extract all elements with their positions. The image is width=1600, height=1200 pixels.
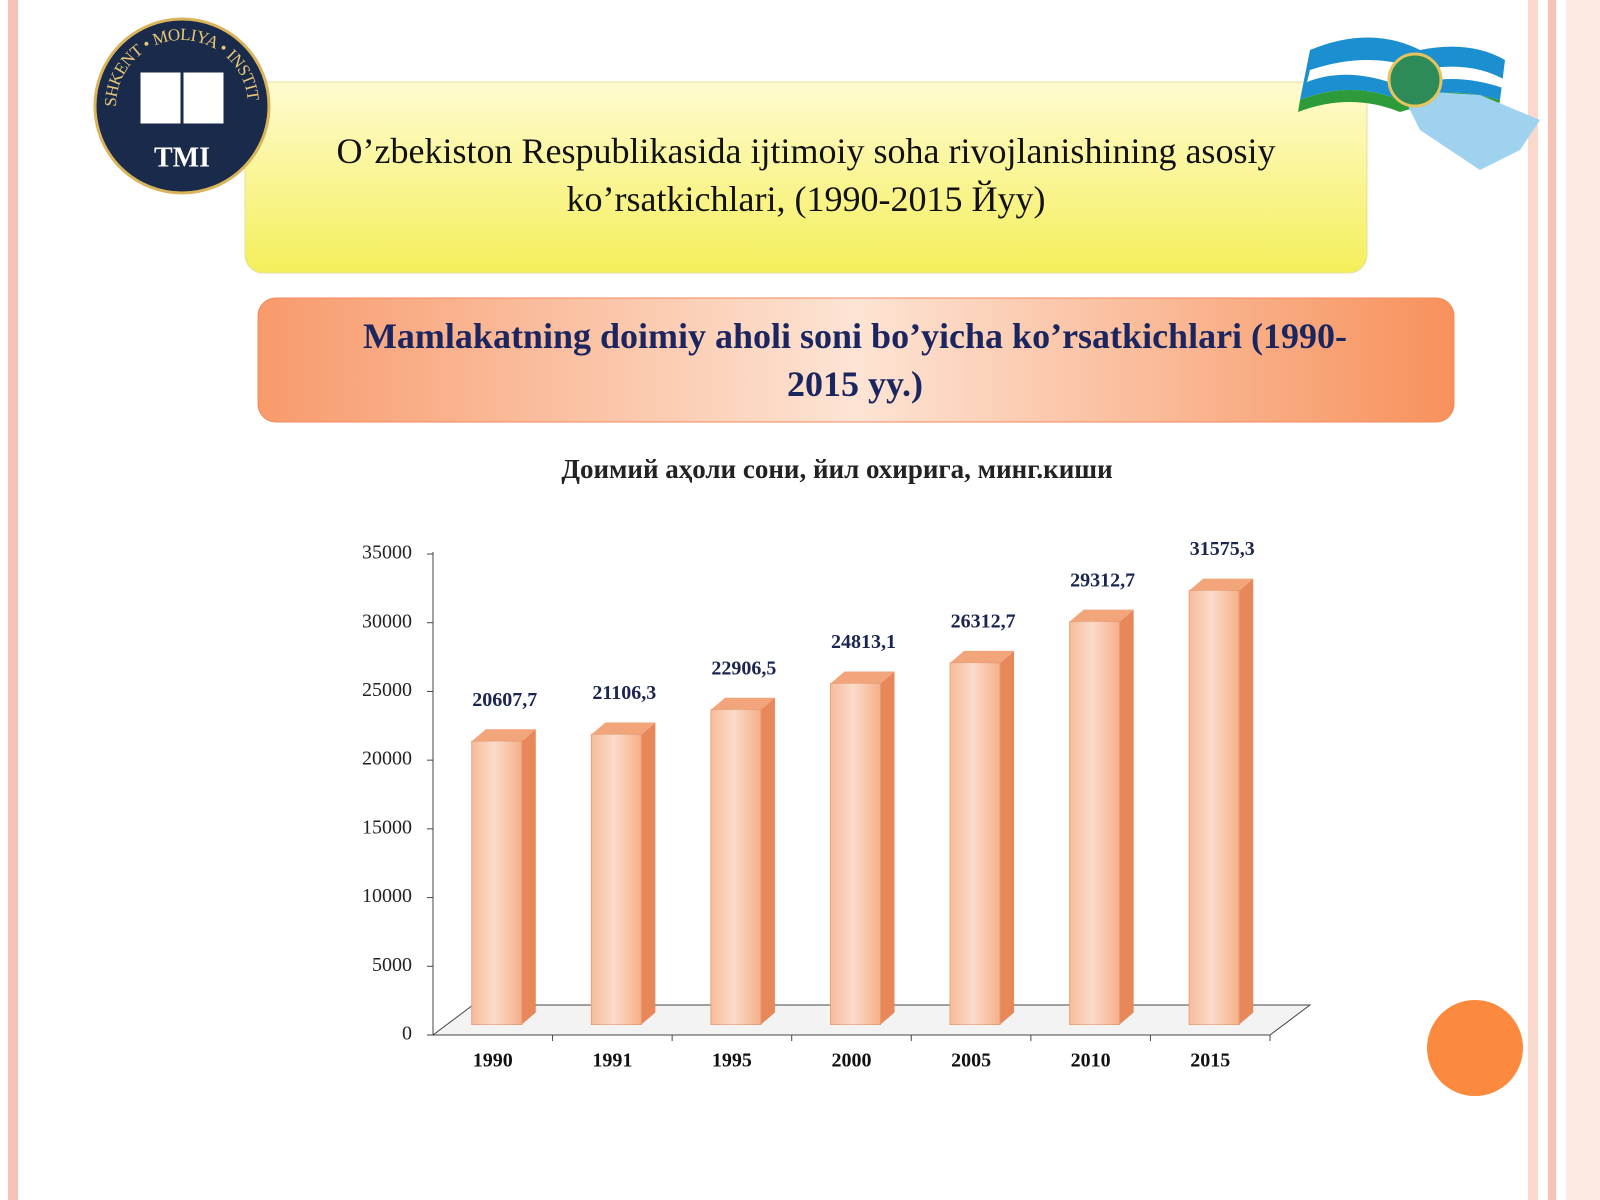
logo: TOSHKENT • MOLIYA • INSTITUTI TMI bbox=[0, 0, 271, 195]
stripe bbox=[8, 0, 18, 1200]
x-tick-label: 2015 bbox=[1190, 1050, 1230, 1072]
bar-shine bbox=[830, 683, 881, 1025]
y-tick-label: 30000 bbox=[362, 610, 412, 632]
stripe bbox=[1566, 0, 1600, 1200]
y-tick-label: 35000 bbox=[362, 542, 412, 564]
bar-side bbox=[1000, 650, 1015, 1025]
value-label: 20607,7 bbox=[472, 689, 537, 711]
x-tick-label: 1995 bbox=[712, 1050, 752, 1072]
value-label: 24813,1 bbox=[831, 631, 896, 653]
header-box bbox=[244, 81, 1368, 274]
bar-top bbox=[1189, 578, 1254, 591]
x-tick-label: 1991 bbox=[592, 1050, 632, 1072]
y-tick-label: 25000 bbox=[362, 679, 412, 701]
y-tick-label: 10000 bbox=[362, 885, 412, 907]
x-tick-label: 2000 bbox=[832, 1050, 872, 1072]
y-tick-label: 15000 bbox=[362, 816, 412, 838]
value-label: 31575,3 bbox=[1190, 538, 1255, 560]
bar-side bbox=[760, 697, 775, 1025]
stripe bbox=[1528, 0, 1538, 1200]
bar-side bbox=[1239, 578, 1254, 1025]
bar-side bbox=[521, 729, 536, 1025]
bar-top bbox=[950, 650, 1015, 663]
banner-box bbox=[257, 297, 1455, 423]
decor-circle bbox=[1427, 1000, 1523, 1096]
x-tick-label: 2010 bbox=[1071, 1050, 1111, 1072]
banner-title: Mamlakatning doimiy aholi soni bo’yicha … bbox=[362, 316, 1348, 404]
x-tick-label: 1990 bbox=[473, 1050, 513, 1072]
bar-shine bbox=[471, 741, 522, 1025]
value-label: 21106,3 bbox=[592, 682, 656, 704]
bar-top bbox=[471, 729, 536, 742]
stripe bbox=[1548, 0, 1556, 1200]
value-label: 29312,7 bbox=[1070, 569, 1135, 591]
header-title: O’zbekiston Respublikasida ijtimoiy soha… bbox=[336, 131, 1276, 219]
y-tick-label: 20000 bbox=[362, 748, 412, 770]
bar-side bbox=[641, 722, 656, 1025]
bar-side bbox=[880, 671, 895, 1025]
bar-top bbox=[591, 722, 656, 735]
bar-top bbox=[830, 671, 895, 684]
y-tick-label: 0 bbox=[402, 1023, 412, 1045]
bar-top bbox=[1069, 609, 1134, 622]
value-label: 22906,5 bbox=[711, 657, 776, 679]
bar-top bbox=[710, 697, 775, 710]
y-tick-label: 5000 bbox=[372, 954, 412, 976]
bar-shine bbox=[591, 734, 642, 1025]
chart-title: Доимий аҳоли сони, йил охирига, минг.киш… bbox=[561, 454, 1112, 484]
flag-map bbox=[1298, 37, 1540, 170]
bar-shine bbox=[1189, 590, 1240, 1025]
logo-abbr: TMI bbox=[154, 142, 210, 173]
bar-shine bbox=[1069, 621, 1120, 1025]
bar-side bbox=[1119, 609, 1134, 1025]
value-label: 26312,7 bbox=[951, 610, 1016, 632]
bar-shine bbox=[950, 662, 1001, 1025]
bar-shine bbox=[710, 709, 761, 1025]
x-tick-label: 2005 bbox=[951, 1050, 991, 1072]
